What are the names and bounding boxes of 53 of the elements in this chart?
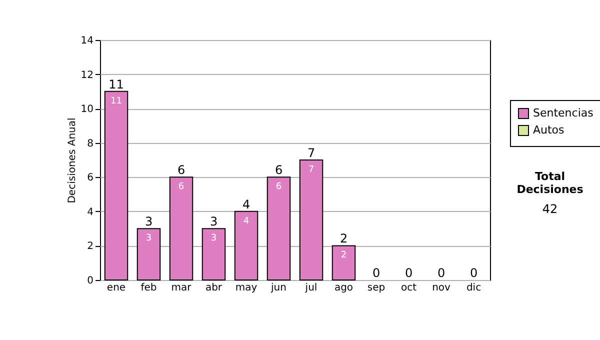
legend-label: Sentencias: [533, 106, 594, 120]
y-tick-label: 6: [87, 172, 94, 184]
text: Total Decisiones: [516, 170, 584, 196]
total-label: 0: [437, 266, 446, 280]
total-label: 2: [340, 232, 348, 246]
y-tick-label: 0: [87, 276, 94, 286]
bar: [266, 176, 291, 280]
y-tick-label: 4: [87, 206, 94, 218]
y-tick-label: 10: [80, 104, 94, 116]
data-label: 3: [146, 234, 152, 244]
data-label: 3: [210, 234, 217, 244]
data-label: 6: [276, 182, 282, 192]
x-tick-label: feb: [140, 282, 157, 294]
data-label: 7: [308, 165, 314, 175]
total-label: 4: [242, 197, 250, 212]
x-tick-label: jun: [270, 282, 286, 294]
y-axis-title: Decisiones Anual: [66, 118, 78, 204]
x-tick-label: dic: [466, 282, 482, 294]
bar: [332, 245, 356, 280]
total-label: 0: [404, 266, 413, 280]
bar: [136, 228, 161, 280]
bar: [169, 176, 194, 280]
x-tick-label: jul: [304, 282, 318, 294]
x-tick-label: abr: [205, 282, 223, 294]
data-label: 11: [110, 96, 122, 106]
legend-label: Autos: [533, 124, 565, 136]
y-tick-label: 12: [80, 70, 94, 81]
y-tick-label: 8: [87, 138, 94, 150]
bar: [104, 90, 128, 280]
total-label: 0: [470, 266, 478, 280]
bar: [299, 160, 324, 280]
bar: [234, 210, 258, 280]
y-tick-label: 2: [87, 241, 94, 252]
x-tick-label: sep: [367, 282, 386, 294]
total-label: 3: [210, 214, 218, 229]
y-tick-label: 14: [80, 36, 94, 46]
total-label: 0: [372, 266, 380, 280]
total-label: 6: [177, 163, 186, 178]
total-label: 7: [307, 146, 316, 160]
x-tick-label: ene: [106, 282, 126, 294]
total-label: 3: [144, 214, 153, 229]
x-tick-label: may: [235, 282, 258, 294]
data-label: 2: [340, 250, 347, 261]
total-label: 11: [108, 77, 124, 92]
total-label: 6: [274, 163, 283, 178]
data-label: 4: [243, 216, 250, 226]
x-tick-label: ago: [334, 282, 354, 294]
x-tick-label: nov: [432, 282, 451, 294]
data-label: 6: [178, 182, 184, 192]
bar: [202, 228, 226, 280]
text: 42: [541, 202, 559, 216]
x-tick-label: mar: [171, 282, 192, 294]
x-tick-label: oct: [400, 282, 417, 294]
